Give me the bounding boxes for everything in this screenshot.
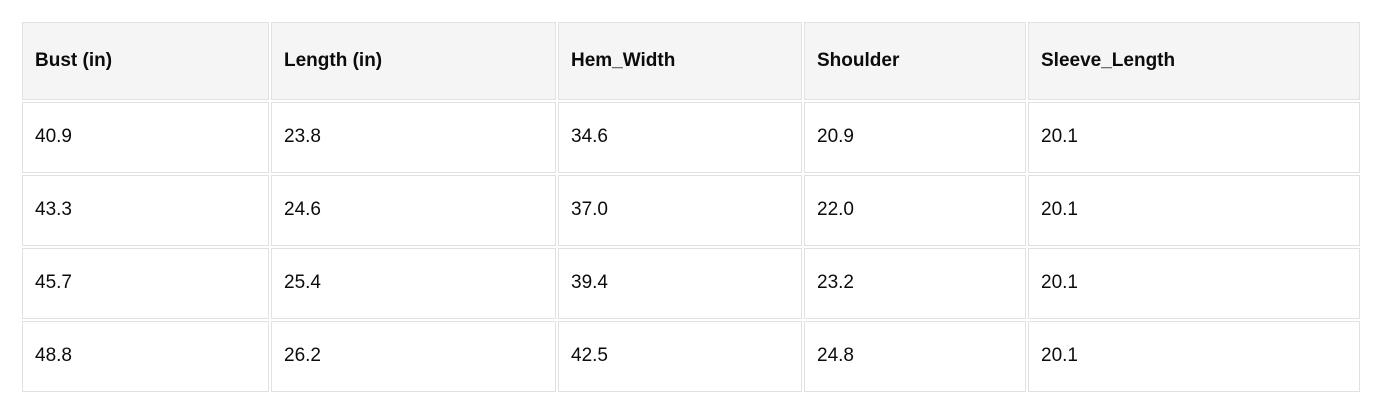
column-header-hem-width: Hem_Width — [558, 22, 802, 100]
header-row: Bust (in) Length (in) Hem_Width Shoulder… — [22, 22, 1360, 100]
table-cell: 20.1 — [1028, 321, 1360, 392]
table-cell: 40.9 — [22, 102, 269, 173]
table-cell: 37.0 — [558, 175, 802, 246]
table-cell: 24.8 — [804, 321, 1026, 392]
table-cell: 20.9 — [804, 102, 1026, 173]
table-cell: 24.6 — [271, 175, 556, 246]
table-header: Bust (in) Length (in) Hem_Width Shoulder… — [22, 22, 1360, 100]
table-cell: 26.2 — [271, 321, 556, 392]
table-cell: 42.5 — [558, 321, 802, 392]
size-chart-table: Bust (in) Length (in) Hem_Width Shoulder… — [20, 20, 1362, 394]
table-cell: 48.8 — [22, 321, 269, 392]
table-cell: 23.2 — [804, 248, 1026, 319]
table-cell: 25.4 — [271, 248, 556, 319]
table-cell: 39.4 — [558, 248, 802, 319]
table-row: 40.9 23.8 34.6 20.9 20.1 — [22, 102, 1360, 173]
table-row: 43.3 24.6 37.0 22.0 20.1 — [22, 175, 1360, 246]
table-row: 45.7 25.4 39.4 23.2 20.1 — [22, 248, 1360, 319]
table-cell: 22.0 — [804, 175, 1026, 246]
table-body: 40.9 23.8 34.6 20.9 20.1 43.3 24.6 37.0 … — [22, 102, 1360, 392]
table-cell: 34.6 — [558, 102, 802, 173]
table-cell: 20.1 — [1028, 102, 1360, 173]
table-row: 48.8 26.2 42.5 24.8 20.1 — [22, 321, 1360, 392]
table-cell: 43.3 — [22, 175, 269, 246]
column-header-sleeve-length: Sleeve_Length — [1028, 22, 1360, 100]
table-cell: 20.1 — [1028, 248, 1360, 319]
table-cell: 23.8 — [271, 102, 556, 173]
column-header-length: Length (in) — [271, 22, 556, 100]
column-header-bust: Bust (in) — [22, 22, 269, 100]
column-header-shoulder: Shoulder — [804, 22, 1026, 100]
table-cell: 20.1 — [1028, 175, 1360, 246]
table-cell: 45.7 — [22, 248, 269, 319]
